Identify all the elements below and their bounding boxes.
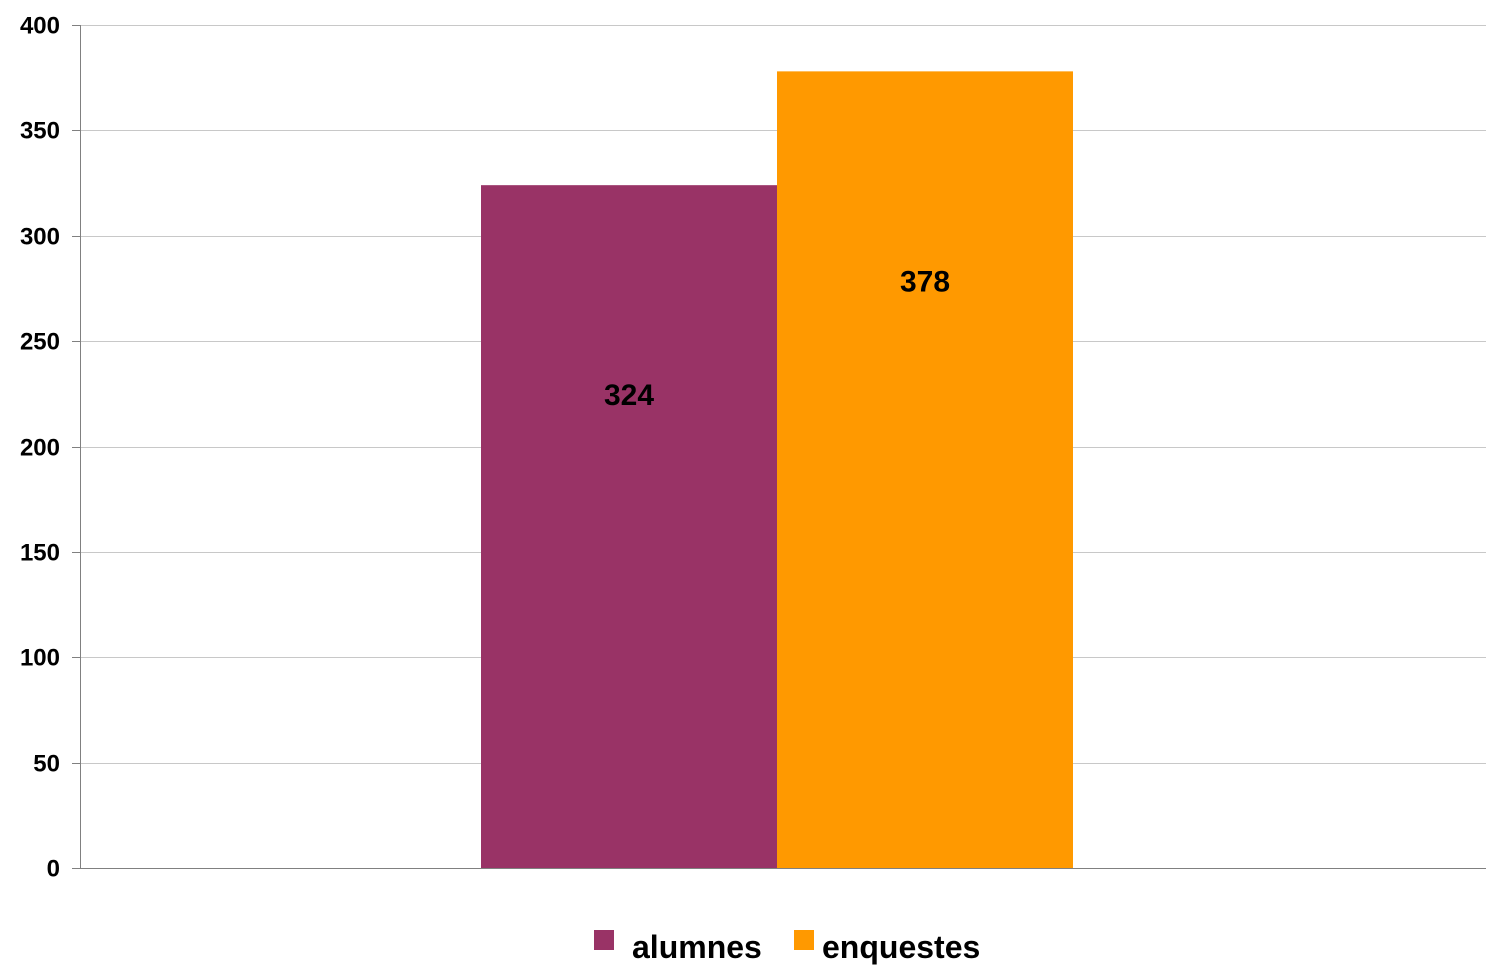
y-tick-label: 50 <box>33 751 60 778</box>
y-tick-label: 350 <box>20 118 60 145</box>
legend-label-enquestes: enquestes <box>822 929 980 965</box>
data-labels: 324 378 <box>604 265 950 412</box>
y-tick-label: 100 <box>20 645 60 672</box>
legend-label-alumnes: alumnes <box>632 929 762 965</box>
y-tick-label: 150 <box>20 540 60 567</box>
legend-swatch-alumnes <box>594 930 614 950</box>
bar-alumnes <box>481 185 777 869</box>
y-tick-label: 200 <box>20 435 60 462</box>
y-tick-label: 300 <box>20 224 60 251</box>
y-tick-label: 0 <box>47 856 60 883</box>
y-tick-label: 250 <box>20 329 60 356</box>
bars <box>481 71 1073 869</box>
y-axis: 0 50 100 150 200 250 300 350 400 <box>20 13 1486 883</box>
data-label-alumnes: 324 <box>604 379 654 412</box>
legend: alumnes enquestes <box>594 929 980 965</box>
data-label-enquestes: 378 <box>900 265 950 298</box>
y-tick-label: 400 <box>20 13 60 40</box>
legend-swatch-enquestes <box>794 930 814 950</box>
bar-enquestes <box>777 71 1073 869</box>
